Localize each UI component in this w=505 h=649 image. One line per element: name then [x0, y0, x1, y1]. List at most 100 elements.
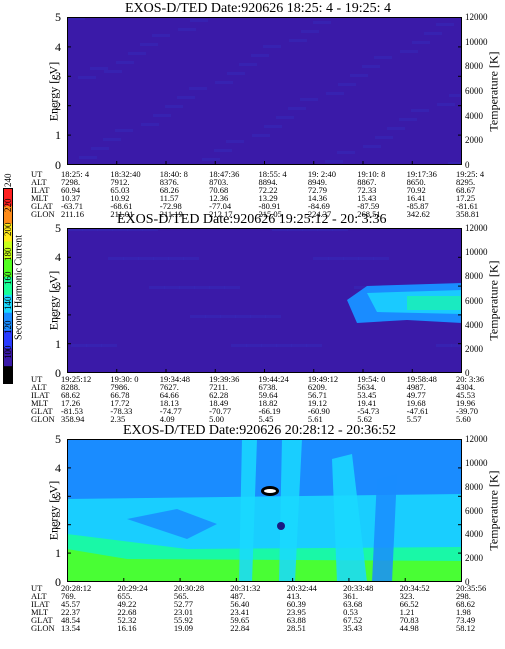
panel1-texture — [239, 63, 257, 66]
info-cell: 20:33:48 — [343, 583, 374, 593]
info-cell: 7986. — [110, 382, 130, 392]
panel2-texture — [250, 315, 266, 318]
panel2-texture — [436, 344, 452, 347]
info-row-label: MLT — [31, 398, 49, 408]
info-cell: 8894. — [258, 177, 278, 187]
info-cell: -72.98 — [159, 201, 182, 211]
panel3-contour — [127, 509, 217, 539]
panel1-texture — [424, 32, 442, 35]
y-tick-label: 4 — [55, 250, 61, 264]
info-cell: 1.98 — [456, 607, 471, 617]
info-cell: 20:30:28 — [173, 583, 205, 593]
panel2-band-peak — [407, 296, 462, 310]
info-cell: 20:34:52 — [399, 583, 430, 593]
panel3-contour — [332, 454, 367, 582]
panel1-texture — [412, 41, 430, 44]
info-cell: 73.49 — [456, 615, 476, 625]
panel2-spectrogram — [67, 228, 471, 373]
panel3-title: EXOS-D/TED Date:920626 20:28:12 - 20:36:… — [123, 423, 396, 438]
panel2-texture — [164, 286, 180, 289]
info-row-label: UT — [31, 583, 43, 593]
info-cell: -80.91 — [258, 201, 281, 211]
panel2-texture — [86, 344, 102, 347]
info-cell: 65.03 — [110, 185, 130, 195]
panel2-texture — [313, 257, 329, 260]
panel1-texture — [300, 98, 318, 101]
panel1-texture — [177, 96, 195, 99]
y-tick-label: 1 — [55, 546, 61, 561]
colorbar — [3, 188, 13, 385]
info-cell: 52.32 — [117, 615, 137, 625]
right-tick-label: 4000 — [465, 529, 483, 540]
panel1-texture — [165, 105, 183, 108]
panel1-texture — [104, 70, 122, 73]
info-cell: 19:58:48 — [406, 374, 437, 384]
info-cell: 20: 3:36 — [456, 374, 485, 384]
colorbar-segment — [3, 294, 13, 314]
panel2-ylabel: Energy [eV] — [46, 270, 61, 331]
info-cell: -84.69 — [307, 201, 330, 211]
info-cell: 18.82 — [258, 398, 278, 408]
info-cell: 323. — [399, 591, 415, 601]
colorbar-segment — [3, 241, 13, 260]
panel2-texture — [123, 257, 139, 260]
panel1-texture — [190, 19, 208, 22]
panel2-texture — [220, 315, 236, 318]
y-tick-label: 3 — [55, 279, 61, 293]
info-cell: 66.78 — [110, 390, 130, 400]
info-cell: 19.09 — [173, 623, 193, 633]
panel2-texture — [343, 257, 359, 260]
panel2-texture — [276, 344, 292, 347]
panel1-texture — [374, 56, 392, 59]
panel2-texture — [138, 257, 154, 260]
panel1-texture — [115, 129, 133, 132]
info-cell: 565. — [173, 591, 189, 601]
y-tick-label: 3 — [55, 69, 61, 84]
panel1-texture — [337, 151, 355, 154]
right-tick-label: 0 — [465, 368, 470, 378]
info-cell: 17.25 — [456, 193, 476, 203]
right-tick-label: 8000 — [465, 481, 483, 492]
panel1-texture — [214, 149, 232, 152]
info-cell: 8703. — [209, 177, 229, 187]
panel1-texture — [288, 107, 306, 110]
info-cell: 655. — [117, 591, 133, 601]
info-cell: 19:25:12 — [61, 374, 92, 384]
info-cell: 19:39:36 — [209, 374, 240, 384]
info-cell: 4.09 — [159, 414, 175, 424]
panel2-texture — [246, 344, 262, 347]
right-tick-label: 8000 — [465, 271, 483, 282]
panel1-texture — [227, 72, 245, 75]
info-cell: 52.77 — [173, 599, 193, 609]
y-tick-label: 5 — [55, 432, 61, 446]
info-cell: 5.57 — [406, 414, 422, 424]
info-cell: 20:32:44 — [286, 583, 317, 593]
info-cell: 18.49 — [209, 398, 229, 408]
panel2-texture — [190, 315, 206, 318]
y-tick-label: 1 — [55, 337, 61, 351]
info-cell: 68.26 — [159, 185, 179, 195]
panel3-spectrogram — [67, 439, 462, 582]
colorbar-tick-label: 160 — [3, 271, 13, 286]
info-row-label: GLAT — [31, 201, 53, 211]
info-cell: -47.61 — [406, 406, 429, 416]
info-cell: 20:28:12 — [61, 583, 92, 593]
info-cell: 6738. — [258, 382, 278, 392]
panel2-texture — [71, 344, 87, 347]
panel2-texture — [142, 228, 158, 231]
panel3-contour — [279, 439, 302, 582]
info-cell: 19:49:12 — [307, 374, 339, 384]
info-cell: 68.62 — [61, 390, 81, 400]
y-tick-label: 3 — [55, 489, 61, 504]
panel1-texture — [448, 162, 466, 165]
panel2-texture — [168, 257, 184, 260]
info-cell: 60.39 — [286, 599, 306, 609]
info-cell: 18.13 — [159, 398, 179, 408]
info-cell: 60.94 — [61, 185, 81, 195]
y-tick-label: 5 — [55, 221, 61, 235]
info-cell: 53.45 — [357, 390, 377, 400]
info-cell: 7627. — [159, 382, 179, 392]
info-cell: 5.62 — [357, 414, 373, 424]
info-cell: 18:55: 4 — [258, 169, 287, 179]
info-cell: 7211. — [209, 382, 228, 392]
